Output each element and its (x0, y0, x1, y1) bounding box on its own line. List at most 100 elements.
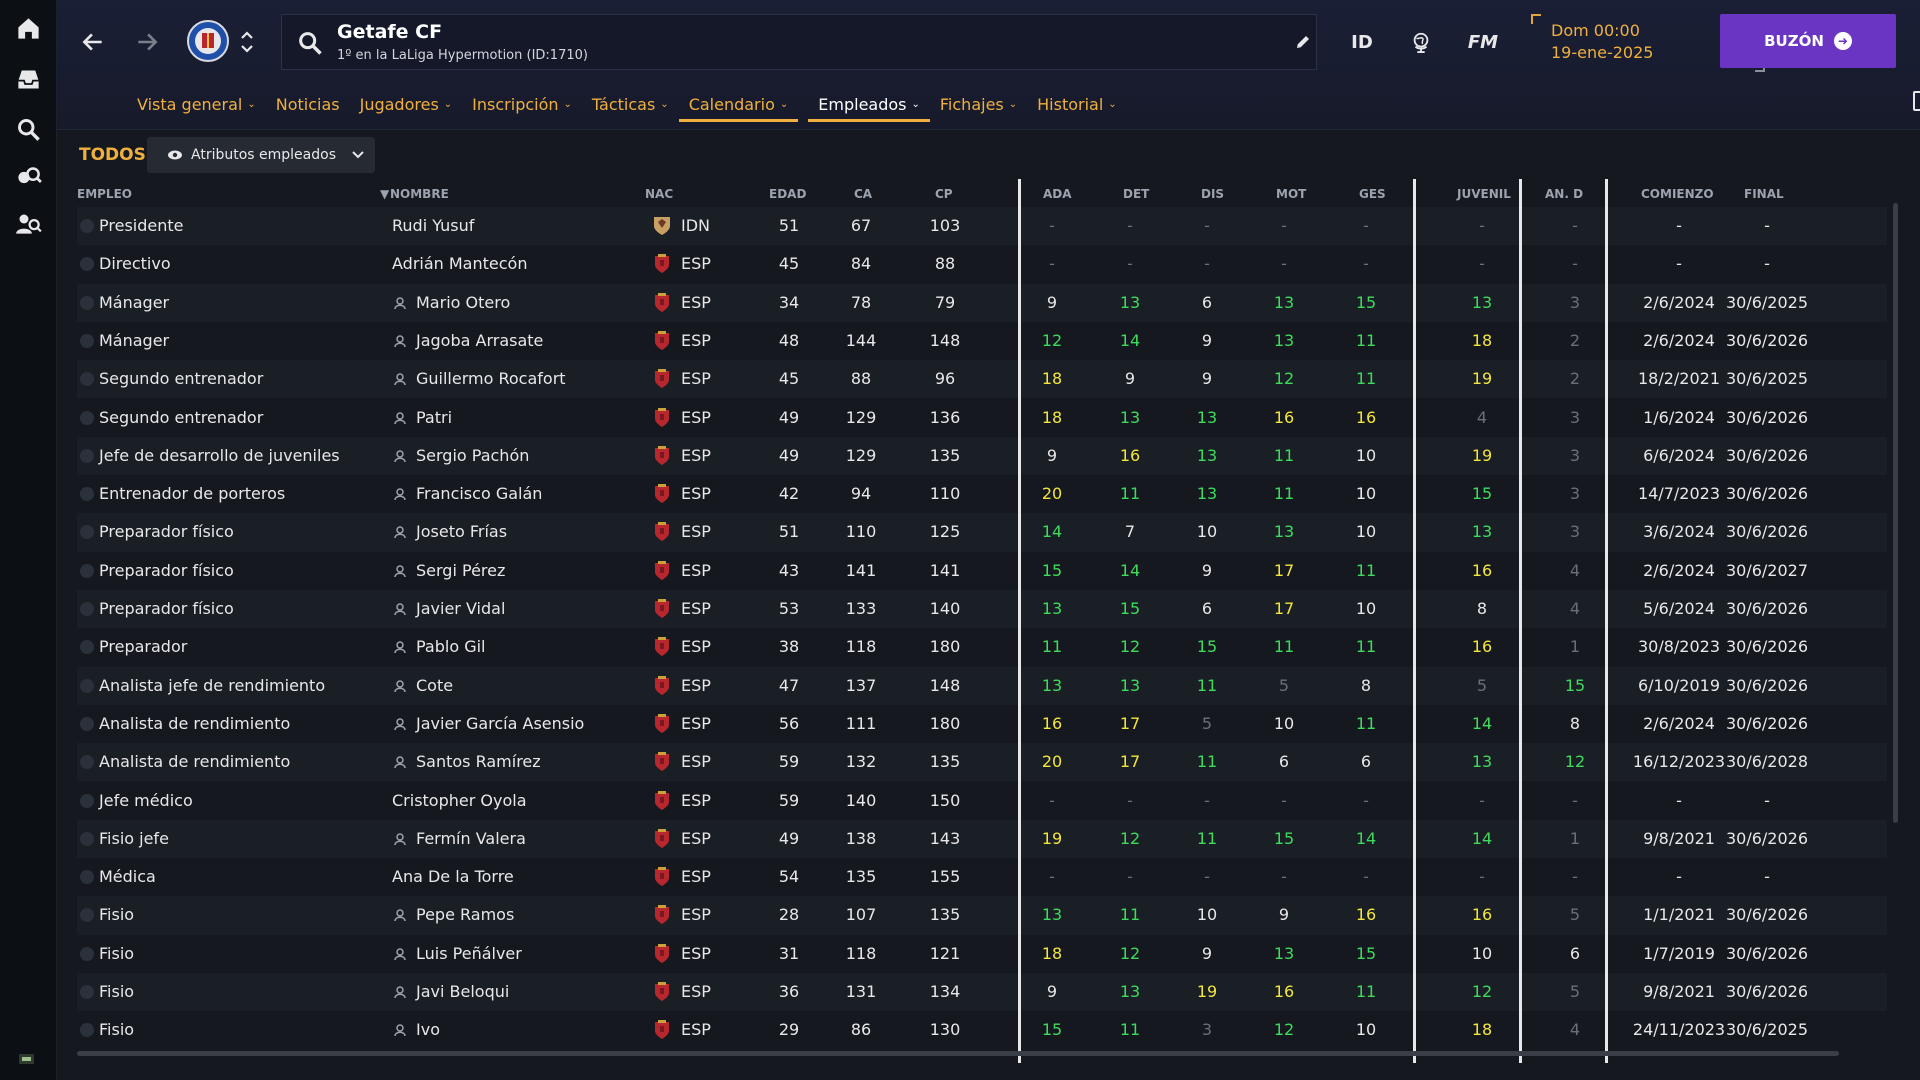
table-row[interactable]: Preparador físico Joseto Frías ESP 51 110 125… (77, 513, 1887, 552)
staff-name[interactable]: Guillermo Rocafort (416, 369, 566, 389)
col-nombre[interactable]: NOMBRE (390, 187, 449, 201)
col-ca[interactable]: CA (854, 187, 873, 201)
cell-name[interactable]: Adrián Mantecón (392, 245, 527, 283)
table-row[interactable]: Fisio jefe Fermín Valera ESP 49 138 143 19 12 11… (77, 819, 1887, 859)
cell-name[interactable]: Pablo Gil (394, 628, 486, 666)
home-icon[interactable] (0, 5, 57, 51)
row-select-toggle[interactable] (80, 640, 94, 655)
table-row[interactable]: Preparador físico Sergi Pérez ESP 43 141 141 1… (77, 552, 1887, 590)
table-row[interactable]: Jefe médico Cristopher Oyola ESP 59 140 150 - -… (77, 782, 1887, 820)
table-row[interactable]: Fisio Pepe Ramos ESP 28 107 135 13 11 10 9 16 16 5 1/… (77, 896, 1887, 935)
cell-name[interactable]: Sergio Pachón (394, 437, 530, 475)
cell-name[interactable]: Ana De la Torre (392, 858, 514, 896)
row-select-toggle[interactable] (80, 831, 94, 846)
staff-name[interactable]: Joseto Frías (416, 522, 508, 542)
staff-name[interactable]: Ana De la Torre (392, 867, 514, 887)
tab-inscripcion[interactable]: Inscripción ⌄ (462, 86, 582, 122)
edit-pencil-icon[interactable] (1283, 22, 1323, 62)
game-date-display[interactable]: Dom 00:00 19-ene-2025 (1531, 14, 1765, 72)
row-select-toggle[interactable] (80, 410, 94, 425)
club-switch-chevrons[interactable] (235, 22, 259, 62)
staff-name[interactable]: Jagoba Arrasate (416, 330, 544, 350)
staff-name[interactable]: Cristopher Oyola (392, 790, 527, 810)
tab-tacticas[interactable]: Tácticas ⌄ (582, 86, 679, 122)
table-row[interactable]: Preparador Pablo Gil ESP 38 118 180 11 12 15 11 11… (77, 628, 1887, 666)
staff-name[interactable]: Sergi Pérez (416, 560, 506, 580)
table-row[interactable]: Analista de rendimiento Santos Ramírez ESP… (77, 743, 1887, 782)
staff-name[interactable]: Fermín Valera (416, 828, 526, 848)
row-select-toggle[interactable] (80, 678, 94, 693)
table-row[interactable]: Fisio Ivo ESP 29 86 130 15 11 3 12 10 18 4 24/11/2023… (77, 1011, 1887, 1049)
cell-name[interactable]: Santos Ramírez (394, 743, 541, 781)
table-row[interactable]: Analista jefe de rendimiento Cote ESP 47 137… (77, 666, 1887, 705)
row-select-toggle[interactable] (80, 219, 94, 233)
table-row[interactable]: Preparador físico Javier Vidal ESP 53 133 140… (77, 590, 1887, 629)
row-select-toggle[interactable] (80, 985, 94, 999)
staff-name[interactable]: Pablo Gil (416, 637, 486, 657)
table-row[interactable]: Fisio Luis Peñálver ESP 31 118 121 18 12 9 13 15 10… (77, 935, 1887, 973)
cell-name[interactable]: Patri (394, 399, 453, 437)
row-select-toggle[interactable] (80, 295, 94, 310)
table-row[interactable]: Mánager Mario Otero ESP 34 78 79 9 13 6 13 15 13 3 2/… (77, 283, 1887, 322)
col-juvenil[interactable]: JUVENIL (1457, 187, 1511, 201)
inbox-tray-icon[interactable] (0, 56, 57, 102)
tab-vista-general[interactable]: Vista general ⌄ (127, 86, 266, 122)
col-empleo[interactable]: EMPLEO (77, 187, 132, 201)
cell-name[interactable]: Cote (394, 667, 454, 705)
chevron-up-icon[interactable] (240, 30, 254, 40)
row-select-toggle[interactable] (80, 793, 94, 808)
monitor-icon[interactable] (1912, 90, 1920, 118)
row-select-toggle[interactable] (80, 602, 94, 616)
view-dropdown[interactable]: Atributos empleados (147, 137, 375, 173)
table-row[interactable]: Presidente Rudi Yusuf IDN 51 67 103 - - - - - - - - - (77, 207, 1887, 246)
col-cp[interactable]: CP (935, 187, 953, 201)
col-comienzo[interactable]: COMIENZO (1641, 187, 1714, 201)
search-icon[interactable] (0, 106, 57, 152)
col-det[interactable]: DET (1123, 187, 1150, 201)
staff-name[interactable]: Cote (416, 675, 454, 695)
col-mot[interactable]: MOT (1276, 187, 1307, 201)
id-button[interactable]: ID (1351, 31, 1373, 53)
staff-name[interactable]: Javi Beloqui (416, 982, 510, 1001)
table-row[interactable]: Segundo entrenador Patri ESP 49 129 136 18 13 13… (77, 399, 1887, 437)
row-select-toggle[interactable] (80, 333, 94, 348)
col-dis[interactable]: DIS (1201, 187, 1225, 201)
staff-name[interactable]: Adrián Mantecón (392, 254, 528, 274)
globe-icon[interactable] (1399, 22, 1443, 62)
club-name[interactable]: Getafe CF (337, 21, 443, 43)
cell-name[interactable]: Mario Otero (394, 284, 511, 322)
cell-name[interactable]: Rudi Yusuf (392, 207, 474, 245)
cell-name[interactable]: Guillermo Rocafort (394, 360, 566, 398)
staff-name[interactable]: Sergio Pachón (416, 445, 530, 465)
row-select-toggle[interactable] (80, 755, 94, 770)
row-select-toggle[interactable] (80, 716, 94, 731)
cell-name[interactable]: Cristopher Oyola (392, 782, 527, 820)
inbox-continue-button[interactable]: BUZÓN ➜ (1720, 14, 1896, 68)
cell-name[interactable]: Francisco Galán (394, 475, 542, 513)
table-row[interactable]: Mánager Jagoba Arrasate ESP 48 144 148 12 14 9 13… (77, 322, 1887, 360)
chevron-down-icon[interactable] (240, 44, 254, 54)
fm-logo-button[interactable]: FM (1467, 31, 1499, 53)
tab-fichajes[interactable]: Fichajes ⌄ (930, 86, 1027, 122)
staff-search-icon[interactable] (0, 200, 57, 246)
table-row[interactable]: Directivo Adrián Mantecón ESP 45 84 88 - - - - - - -… (77, 245, 1887, 283)
club-crest-icon[interactable] (186, 19, 230, 63)
staff-name[interactable]: Mario Otero (416, 292, 511, 312)
cell-name[interactable]: Pepe Ramos (394, 896, 515, 934)
col-final[interactable]: FINAL (1744, 187, 1784, 201)
staff-name[interactable]: Pepe Ramos (416, 905, 515, 925)
horizontal-scrollbar[interactable] (77, 1051, 1839, 1056)
vertical-scrollbar[interactable] (1893, 203, 1898, 823)
cell-name[interactable]: Javi Beloqui (394, 973, 510, 1011)
cell-name[interactable]: Joseto Frías (394, 513, 508, 551)
staff-name[interactable]: Luis Peñálver (416, 943, 522, 963)
club-search-box[interactable]: Getafe CF 1º en la LaLiga Hypermotion (I… (281, 14, 1317, 70)
forward-arrow-icon[interactable] (129, 22, 165, 62)
staff-name[interactable]: Patri (416, 407, 453, 427)
row-select-toggle[interactable] (80, 563, 94, 578)
search-icon[interactable] (296, 29, 324, 57)
tab-noticias[interactable]: Noticias (266, 86, 350, 122)
staff-name[interactable]: Javier García Asensio (416, 713, 585, 733)
row-select-toggle[interactable] (80, 946, 94, 961)
col-nac[interactable]: NAC (645, 187, 674, 201)
